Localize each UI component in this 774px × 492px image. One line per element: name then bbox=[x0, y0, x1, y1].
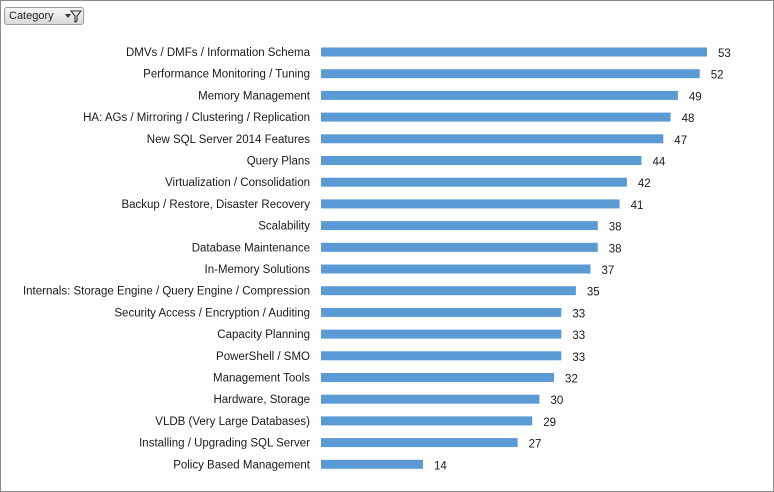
value-label: 29 bbox=[543, 417, 556, 429]
value-label: 52 bbox=[711, 70, 724, 82]
value-label: 38 bbox=[609, 243, 622, 255]
bar[interactable] bbox=[321, 264, 591, 274]
category-label: Database Maintenance bbox=[192, 242, 310, 254]
value-label: 38 bbox=[609, 222, 622, 234]
category-label: Memory Management bbox=[198, 90, 311, 102]
category-label: DMVs / DMFs / Information Schema bbox=[126, 47, 311, 59]
bar[interactable] bbox=[321, 199, 620, 209]
bar[interactable] bbox=[321, 286, 576, 296]
value-label: 27 bbox=[529, 439, 542, 451]
category-label: Performance Monitoring / Tuning bbox=[143, 69, 310, 81]
bar[interactable] bbox=[321, 416, 533, 426]
category-filter-button[interactable]: Category bbox=[4, 7, 84, 25]
value-label: 35 bbox=[587, 287, 600, 299]
value-label: 14 bbox=[434, 460, 447, 472]
category-label: Backup / Restore, Disaster Recovery bbox=[121, 199, 310, 211]
category-label: Hardware, Storage bbox=[213, 394, 310, 406]
value-label: 37 bbox=[601, 265, 614, 277]
category-label: VLDB (Very Large Databases) bbox=[155, 416, 310, 428]
category-label: Management Tools bbox=[213, 373, 310, 385]
bar[interactable] bbox=[321, 47, 707, 57]
category-label: Virtualization / Consolidation bbox=[165, 177, 310, 189]
bar[interactable] bbox=[321, 221, 598, 231]
bar[interactable] bbox=[321, 438, 518, 448]
value-label: 44 bbox=[652, 157, 665, 169]
bar[interactable] bbox=[321, 112, 671, 122]
value-label: 47 bbox=[674, 135, 687, 147]
category-label: PowerShell / SMO bbox=[216, 351, 310, 363]
value-label: 49 bbox=[689, 91, 702, 103]
bar[interactable] bbox=[321, 156, 642, 165]
category-label: Installing / Upgrading SQL Server bbox=[139, 438, 310, 450]
bar[interactable] bbox=[321, 90, 678, 100]
category-label: Security Access / Encryption / Auditing bbox=[114, 307, 310, 319]
bar[interactable] bbox=[321, 242, 598, 252]
value-label: 33 bbox=[572, 308, 585, 320]
value-label: 32 bbox=[565, 374, 578, 386]
filter-dropdown-icon bbox=[65, 10, 82, 23]
value-label: 33 bbox=[572, 352, 585, 364]
bar[interactable] bbox=[321, 329, 562, 339]
category-label: New SQL Server 2014 Features bbox=[147, 134, 310, 146]
bar[interactable] bbox=[321, 373, 555, 382]
bar[interactable] bbox=[321, 394, 540, 404]
value-label: 48 bbox=[682, 113, 695, 125]
bar[interactable] bbox=[321, 134, 664, 144]
bar[interactable] bbox=[321, 69, 700, 79]
value-label: 53 bbox=[718, 48, 731, 60]
bar[interactable] bbox=[321, 459, 423, 469]
category-label: HA: AGs / Mirroring / Clustering / Repli… bbox=[83, 112, 310, 124]
category-label: Internals: Storage Engine / Query Engine… bbox=[23, 286, 310, 298]
category-label: Policy Based Management bbox=[173, 459, 311, 471]
category-filter-label: Category bbox=[9, 10, 54, 22]
category-label: Query Plans bbox=[247, 156, 311, 168]
value-label: 42 bbox=[638, 178, 651, 190]
category-label: In-Memory Solutions bbox=[205, 264, 311, 276]
category-label: Capacity Planning bbox=[217, 329, 310, 341]
value-label: 33 bbox=[572, 330, 585, 342]
value-label: 41 bbox=[631, 200, 644, 212]
bar[interactable] bbox=[321, 177, 627, 187]
bar[interactable] bbox=[321, 307, 562, 317]
category-label: Scalability bbox=[258, 221, 310, 233]
value-label: 30 bbox=[550, 395, 563, 407]
bar[interactable] bbox=[321, 351, 562, 361]
